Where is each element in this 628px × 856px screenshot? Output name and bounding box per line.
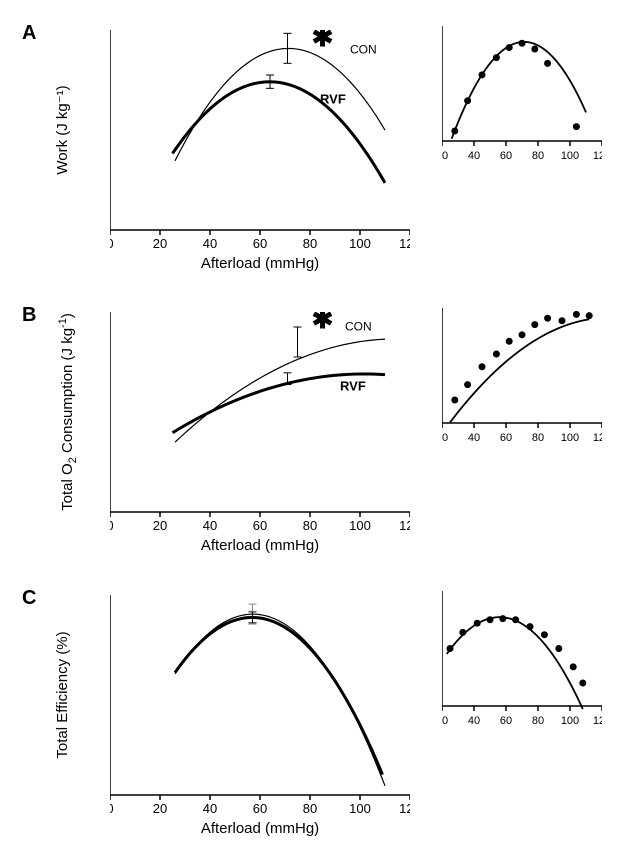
svg-text:0: 0 [110, 518, 114, 533]
panel-a-ylabel: Work (J kg⁻¹) [55, 85, 71, 174]
svg-text:120: 120 [593, 150, 602, 162]
panel-c-rvf-curve [175, 617, 383, 774]
panel-a-xlabel: Afterload (mmHg) [201, 255, 319, 272]
svg-text:80: 80 [303, 801, 317, 816]
svg-text:120: 120 [593, 715, 602, 727]
svg-text:20: 20 [442, 150, 448, 162]
svg-text:100: 100 [349, 236, 371, 251]
panel-b-main: 020406080100120 04812 CON RVF ✱ Afterloa… [110, 312, 410, 557]
svg-text:60: 60 [253, 518, 267, 533]
svg-text:Total O2 Consumption (J kg-1): Total O2 Consumption (J kg-1) [57, 313, 79, 511]
svg-text:0: 0 [110, 801, 114, 816]
panel-a-inset-curve [452, 42, 586, 139]
svg-text:100: 100 [561, 715, 579, 727]
svg-text:80: 80 [532, 432, 544, 444]
panel-b-inset-points [451, 311, 592, 404]
panel-a-star: ✱ [312, 30, 334, 52]
svg-text:60: 60 [500, 150, 512, 162]
svg-text:120: 120 [593, 432, 602, 444]
svg-text:40: 40 [203, 236, 217, 251]
panel-b-con-label: CON [345, 319, 372, 333]
svg-text:80: 80 [532, 150, 544, 162]
svg-text:120: 120 [399, 518, 410, 533]
svg-text:40: 40 [468, 150, 480, 162]
svg-text:80: 80 [303, 518, 317, 533]
panel-a-ylabel-svg: Work (J kg⁻¹) [55, 30, 80, 230]
panel-c-ylabel: Total Efficiency (%) [55, 631, 71, 758]
panel-c-inset-curve [447, 617, 583, 709]
panel-a-con-curve [175, 48, 385, 160]
panel-b-inset-xticks: 20 40 60 80 100 120 [442, 423, 602, 444]
svg-text:20: 20 [153, 801, 167, 816]
svg-text:60: 60 [500, 715, 512, 727]
panel-b-xlabel: Afterload (mmHg) [201, 537, 319, 554]
panel-c-xticks: 0 20 40 60 80 100 120 [110, 795, 410, 816]
svg-text:80: 80 [303, 236, 317, 251]
svg-text:120: 120 [399, 801, 410, 816]
panel-a-xticks: 0 20 40 60 80 100 120 [110, 230, 410, 251]
figure-root: A 020406080100120 00.40.81.2 CON RVF ✱ A… [0, 0, 628, 856]
svg-text:100: 100 [561, 150, 579, 162]
svg-text:100: 100 [561, 432, 579, 444]
panel-b-ylabel-svg: Total O Total O2 Consumption (J kg-1) [50, 312, 80, 512]
panel-label-a: A [22, 22, 36, 45]
svg-text:20: 20 [153, 518, 167, 533]
panel-label-c: C [22, 587, 36, 610]
panel-b-ylabel-p1: Total O [59, 463, 76, 511]
svg-text:100: 100 [349, 801, 371, 816]
panel-b-star: ✱ [312, 312, 334, 334]
svg-text:60: 60 [253, 801, 267, 816]
panel-c-inset: 20406080100120 4812 [442, 591, 602, 731]
panel-a-rvf-label: RVF [320, 91, 346, 106]
svg-text:120: 120 [399, 236, 410, 251]
panel-a-inset: 20406080100120 0.40.81.2 [442, 26, 602, 166]
panel-c-xlabel: Afterload (mmHg) [201, 820, 319, 837]
panel-label-b: B [22, 304, 36, 327]
svg-text:40: 40 [468, 432, 480, 444]
svg-text:40: 40 [203, 518, 217, 533]
panel-a-inset-points [451, 40, 580, 135]
svg-text:40: 40 [203, 801, 217, 816]
svg-text:60: 60 [500, 432, 512, 444]
svg-text:40: 40 [468, 715, 480, 727]
panel-c-ylabel-svg: Total Efficiency (%) [55, 595, 80, 795]
svg-text:0: 0 [110, 236, 114, 251]
panel-b-xticks: 0 20 40 60 80 100 120 [110, 512, 410, 533]
svg-text:60: 60 [253, 236, 267, 251]
panel-a-rvf-curve [173, 82, 386, 183]
panel-b-rvf-label: RVF [340, 378, 366, 393]
panel-b-inset: 20406080100120 4812 [442, 308, 602, 448]
panel-c-main: 020406080100120 812 Afterload (mmHg) [110, 595, 410, 840]
svg-text:80: 80 [532, 715, 544, 727]
svg-text:20: 20 [442, 432, 448, 444]
svg-text:100: 100 [349, 518, 371, 533]
panel-a-inset-xticks: 20 40 60 80 100 120 [442, 141, 602, 162]
panel-c-con-curve [175, 614, 385, 786]
panel-b-con-errbar [294, 327, 302, 357]
panel-c-inset-xticks: 20 40 60 80 100 120 [442, 706, 602, 727]
panel-a-main: 020406080100120 00.40.81.2 CON RVF ✱ Aft… [110, 30, 410, 275]
svg-text:20: 20 [442, 715, 448, 727]
svg-text:20: 20 [153, 236, 167, 251]
panel-a-con-label: CON [350, 42, 377, 56]
